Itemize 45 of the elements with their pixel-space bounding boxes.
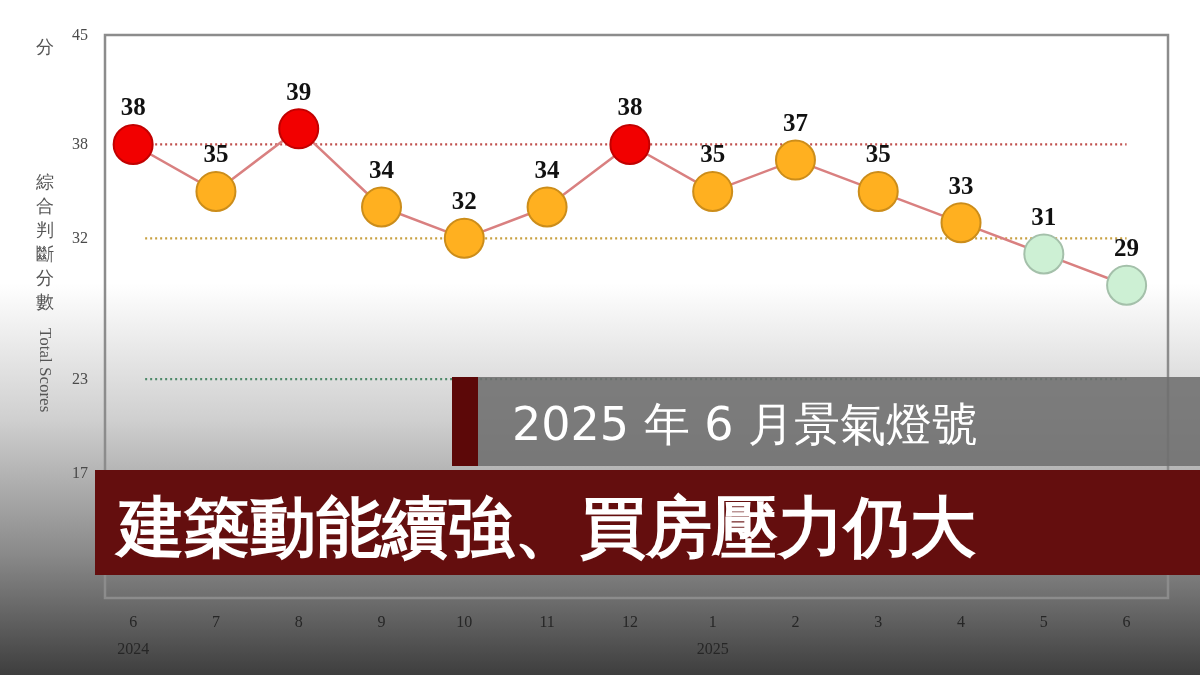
y-tick-label: 38 (72, 135, 88, 153)
data-label: 37 (782, 109, 808, 137)
data-label: 35 (203, 140, 229, 168)
text: 分 (36, 37, 54, 57)
y-tick-label: 23 (72, 370, 88, 388)
x-tick-label: 4 (957, 613, 966, 630)
data-label: 38 (617, 93, 643, 121)
data-label: 39 (286, 77, 312, 105)
point (774, 139, 816, 181)
point (692, 170, 734, 212)
x-tick-label: 7 (211, 613, 220, 630)
point (526, 186, 568, 228)
y-tick-label: 17 (72, 463, 88, 481)
data-label: 38 (120, 93, 146, 121)
data-label: 31 (1031, 202, 1057, 230)
y-axis-title: 綜合判斷分數 Total Scores (35, 172, 55, 413)
x-tick-label: 6 (1122, 613, 1131, 630)
x-tick-label: 11 (539, 613, 555, 630)
x-tick-label: 3 (874, 613, 883, 630)
data-label: 32 (451, 187, 477, 215)
data-label: 33 (948, 171, 974, 199)
point (1023, 233, 1065, 275)
x-tick-label: 8 (294, 613, 303, 630)
point (443, 217, 485, 259)
text: 建築動能續強、買房壓力仍大 (114, 489, 976, 566)
point (112, 123, 154, 165)
point (609, 123, 651, 165)
point (195, 170, 237, 212)
x-tick-label: 2 (791, 613, 800, 630)
point (1106, 264, 1148, 306)
x-tick-label: 5 (1039, 613, 1048, 630)
y-tick-label: 32 (72, 229, 88, 247)
y-tick-label: 45 (72, 26, 88, 43)
point (857, 170, 899, 212)
x-tick-label: 9 (377, 613, 386, 630)
point (278, 108, 320, 150)
data-label: 29 (1114, 234, 1140, 262)
data-label: 34 (534, 156, 561, 184)
data-label: 35 (865, 140, 891, 168)
x-tick-label: 10 (456, 613, 473, 630)
point (361, 186, 403, 228)
text: 2025 年 6 月景氣燈號 (512, 397, 979, 451)
point (940, 202, 982, 244)
data-label: 35 (700, 140, 726, 168)
data-label: 34 (369, 156, 395, 184)
